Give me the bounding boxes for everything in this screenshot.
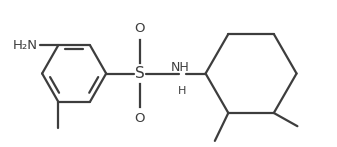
Text: NH: NH xyxy=(171,61,190,74)
Text: O: O xyxy=(134,22,145,35)
Text: H₂N: H₂N xyxy=(13,39,38,52)
Text: S: S xyxy=(135,66,145,81)
Text: O: O xyxy=(134,112,145,125)
Text: H: H xyxy=(178,86,186,96)
